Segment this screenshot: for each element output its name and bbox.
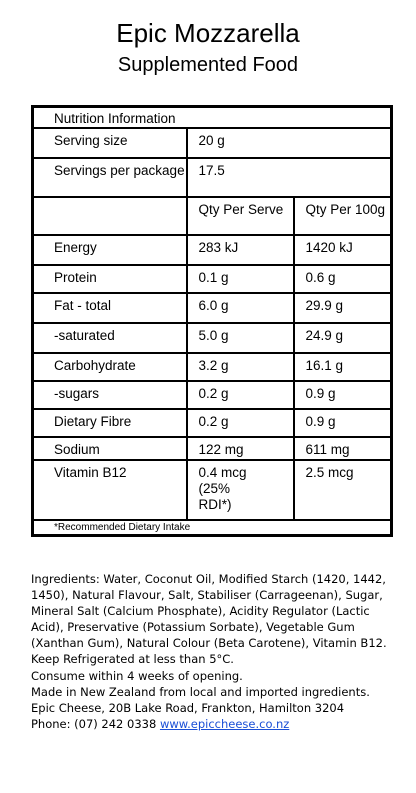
nutrient-100g: 0.9 g (292, 380, 393, 410)
nutrient-serve: 0.2 g (185, 380, 295, 410)
nutrient-name: Protein (31, 264, 188, 294)
nutrition-heading: Nutrition Information (31, 105, 393, 129)
contact-line: Phone: (07) 242 0338 www.epiccheese.co.n… (31, 716, 391, 732)
nutrient-100g: 2.5 mcg (292, 459, 393, 521)
table-row: Vitamin B12 0.4 mcg (25% RDI*) 2.5 mcg (31, 459, 393, 521)
nutrient-name: -saturated (31, 322, 188, 354)
table-footnote: *Recommended Dietary Intake (31, 519, 393, 537)
table-row: -sugars 0.2 g 0.9 g (31, 380, 393, 410)
table-row: Fat - total 6.0 g 29.9 g (31, 292, 393, 324)
product-subtitle: Supplemented Food (117, 54, 299, 76)
nutrient-100g: 1420 kJ (292, 234, 393, 266)
nutrient-serve: 0.2 g (185, 408, 295, 438)
servings-value: 17.5 (185, 157, 393, 198)
website-link[interactable]: www.epiccheese.co.nz (159, 716, 290, 731)
nutrient-serve: 6.0 g (185, 292, 295, 324)
table-row: -saturated 5.0 g 24.9 g (31, 322, 393, 354)
empty-header-cell (31, 196, 188, 236)
serving-size-value: 20 g (185, 127, 393, 159)
nutrition-table: Nutrition Information Serving size 20 g … (31, 105, 393, 537)
col-header-100g: Qty Per 100g (292, 196, 393, 236)
nutrient-name: Energy (31, 234, 188, 266)
nutrient-name: -sugars (31, 380, 188, 410)
phone-text: Phone: (07) 242 0338 (31, 716, 157, 731)
nutrient-100g: 0.6 g (292, 264, 393, 294)
address-text: Epic Cheese, 20B Lake Road, Frankton, Ha… (31, 700, 345, 715)
nutrient-serve: 3.2 g (185, 352, 295, 382)
nutrient-name: Vitamin B12 (31, 459, 188, 521)
origin-text: Made in New Zealand from local and impor… (31, 684, 370, 699)
nutrient-name: Carbohydrate (31, 352, 188, 382)
nutrient-100g: 29.9 g (292, 292, 393, 324)
nutrient-serve: 0.1 g (185, 264, 295, 294)
storage-text: Keep Refrigerated at less than 5°C. (31, 652, 234, 667)
nutrient-serve: 0.4 mcg (25% RDI*) (185, 459, 295, 521)
nutrient-serve: 283 kJ (185, 234, 295, 266)
table-row: Protein 0.1 g 0.6 g (31, 264, 393, 294)
product-info: Ingredients: Water, Coconut Oil, Modifie… (31, 571, 391, 732)
nutrient-name: Sodium (31, 436, 188, 461)
table-header-row: Nutrition Information (31, 105, 393, 129)
table-row: Dietary Fibre 0.2 g 0.9 g (31, 408, 393, 438)
nutrient-name: Dietary Fibre (31, 408, 188, 438)
product-title: Epic Mozzarella (116, 18, 300, 48)
nutrient-100g: 611 mg (292, 436, 393, 461)
consume-text: Consume within 4 weeks of opening. (31, 668, 243, 683)
table-row: Energy 283 kJ 1420 kJ (31, 234, 393, 266)
table-row: Carbohydrate 3.2 g 16.1 g (31, 352, 393, 382)
table-row: Sodium 122 mg 611 mg (31, 436, 393, 461)
serving-size-label: Serving size (31, 127, 188, 159)
nutrient-serve: 5.0 g (185, 322, 295, 354)
column-header-row: Qty Per Serve Qty Per 100g (31, 196, 393, 236)
serving-size-row: Serving size 20 g (31, 127, 393, 159)
nutrient-name: Fat - total (31, 292, 188, 324)
nutrient-100g: 0.9 g (292, 408, 393, 438)
col-header-serve: Qty Per Serve (185, 196, 295, 236)
servings-label: Servings per package (31, 157, 188, 198)
nutrient-100g: 24.9 g (292, 322, 393, 354)
footnote-row: *Recommended Dietary Intake (31, 519, 393, 537)
nutrient-100g: 16.1 g (292, 352, 393, 382)
servings-row: Servings per package 17.5 (31, 157, 393, 198)
ingredients-text: Ingredients: Water, Coconut Oil, Modifie… (31, 572, 387, 651)
nutrient-serve: 122 mg (185, 436, 295, 461)
